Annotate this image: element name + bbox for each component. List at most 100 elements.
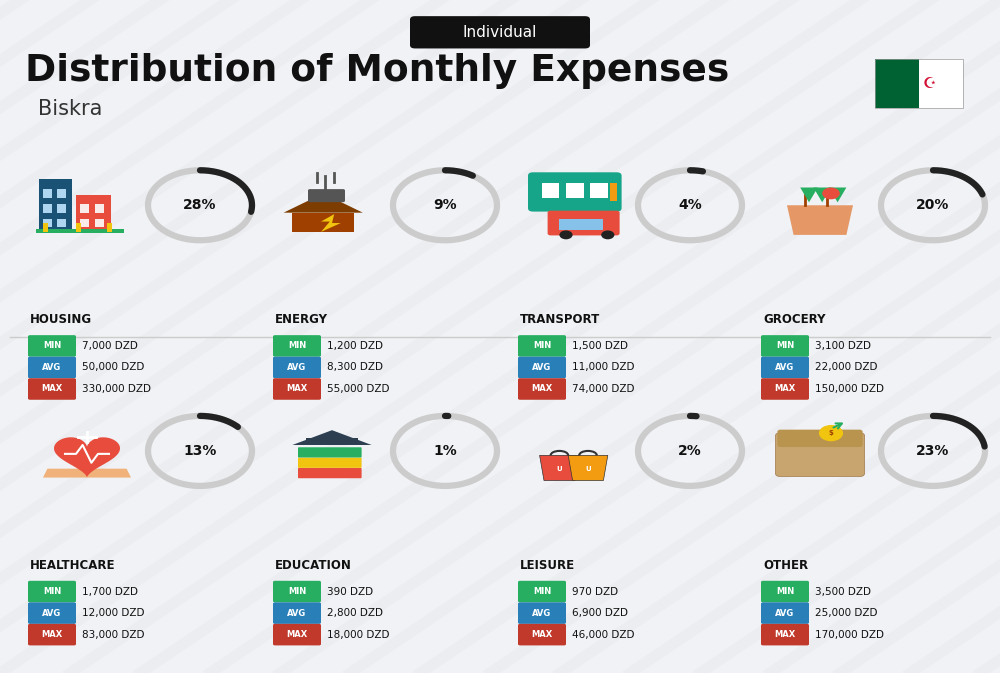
FancyBboxPatch shape [590,183,608,198]
FancyBboxPatch shape [39,178,72,232]
Text: 18,000 DZD: 18,000 DZD [327,630,390,639]
FancyBboxPatch shape [273,581,321,602]
Text: MAX: MAX [531,630,553,639]
Polygon shape [321,214,341,232]
FancyBboxPatch shape [298,468,362,479]
FancyBboxPatch shape [761,335,809,357]
FancyBboxPatch shape [95,219,104,227]
FancyBboxPatch shape [518,378,566,400]
Text: $: $ [829,430,833,436]
Text: 4%: 4% [678,199,702,212]
FancyBboxPatch shape [80,204,89,213]
Text: 23%: 23% [916,444,950,458]
Text: 8,300 DZD: 8,300 DZD [327,363,383,372]
Text: TRANSPORT: TRANSPORT [520,313,600,326]
FancyBboxPatch shape [76,223,81,232]
FancyBboxPatch shape [28,357,76,378]
Text: U: U [585,466,591,472]
Text: AVG: AVG [775,363,795,372]
Text: AVG: AVG [775,608,795,618]
Text: EDUCATION: EDUCATION [275,559,352,571]
FancyBboxPatch shape [566,183,584,198]
FancyBboxPatch shape [559,219,603,230]
FancyBboxPatch shape [298,448,362,458]
FancyBboxPatch shape [761,378,809,400]
FancyBboxPatch shape [28,602,76,624]
FancyBboxPatch shape [28,335,76,357]
Text: MIN: MIN [43,341,61,351]
Text: LEISURE: LEISURE [520,559,575,571]
Text: Biskra: Biskra [38,99,102,119]
FancyBboxPatch shape [273,378,321,400]
Text: MAX: MAX [774,384,796,394]
FancyBboxPatch shape [775,433,865,476]
FancyBboxPatch shape [273,624,321,645]
Text: 1%: 1% [433,444,457,458]
Text: GROCERY: GROCERY [763,313,826,326]
Text: 50,000 DZD: 50,000 DZD [82,363,144,372]
FancyBboxPatch shape [518,602,566,624]
FancyBboxPatch shape [518,357,566,378]
Text: ENERGY: ENERGY [275,313,328,326]
FancyBboxPatch shape [542,183,559,198]
Text: MIN: MIN [288,587,306,596]
FancyBboxPatch shape [875,59,919,108]
Circle shape [601,230,614,240]
Text: 150,000 DZD: 150,000 DZD [815,384,884,394]
Text: MIN: MIN [288,341,306,351]
Text: 330,000 DZD: 330,000 DZD [82,384,151,394]
Text: HEALTHCARE: HEALTHCARE [30,559,116,571]
Text: 12,000 DZD: 12,000 DZD [82,608,144,618]
FancyBboxPatch shape [761,357,809,378]
Text: 2,800 DZD: 2,800 DZD [327,608,383,618]
Text: AVG: AVG [42,608,62,618]
Text: 22,000 DZD: 22,000 DZD [815,363,878,372]
Text: ☪: ☪ [923,76,936,91]
Text: MAX: MAX [286,384,308,394]
FancyBboxPatch shape [518,624,566,645]
Text: 74,000 DZD: 74,000 DZD [572,384,635,394]
FancyBboxPatch shape [76,195,111,232]
Text: AVG: AVG [532,608,552,618]
FancyBboxPatch shape [36,229,124,234]
Text: 46,000 DZD: 46,000 DZD [572,630,635,639]
Text: 20%: 20% [916,199,950,212]
Text: MAX: MAX [41,630,63,639]
Text: Individual: Individual [463,25,537,40]
FancyBboxPatch shape [518,581,566,602]
FancyBboxPatch shape [518,335,566,357]
FancyBboxPatch shape [919,59,963,108]
Polygon shape [800,188,818,203]
FancyBboxPatch shape [273,357,321,378]
Polygon shape [54,437,120,477]
Text: 1,500 DZD: 1,500 DZD [572,341,628,351]
Circle shape [819,425,843,441]
FancyBboxPatch shape [28,378,76,400]
Text: 6,900 DZD: 6,900 DZD [572,608,628,618]
Text: 390 DZD: 390 DZD [327,587,373,596]
FancyBboxPatch shape [548,211,620,236]
Polygon shape [292,430,372,445]
Polygon shape [540,456,579,481]
Text: 83,000 DZD: 83,000 DZD [82,630,144,639]
Text: HOUSING: HOUSING [30,313,92,326]
Text: 25,000 DZD: 25,000 DZD [815,608,878,618]
FancyBboxPatch shape [777,429,863,447]
Text: MIN: MIN [533,341,551,351]
FancyBboxPatch shape [57,204,66,213]
FancyBboxPatch shape [28,624,76,645]
Polygon shape [813,188,831,203]
FancyBboxPatch shape [43,189,52,198]
FancyBboxPatch shape [43,204,52,213]
FancyBboxPatch shape [80,219,89,227]
Polygon shape [787,205,853,235]
Text: MIN: MIN [776,587,794,596]
FancyBboxPatch shape [43,219,52,227]
FancyBboxPatch shape [306,437,358,445]
Text: MAX: MAX [774,630,796,639]
Text: 13%: 13% [183,444,217,458]
FancyBboxPatch shape [761,602,809,624]
FancyBboxPatch shape [610,183,617,201]
Text: 9%: 9% [433,199,457,212]
Text: 1,200 DZD: 1,200 DZD [327,341,383,351]
